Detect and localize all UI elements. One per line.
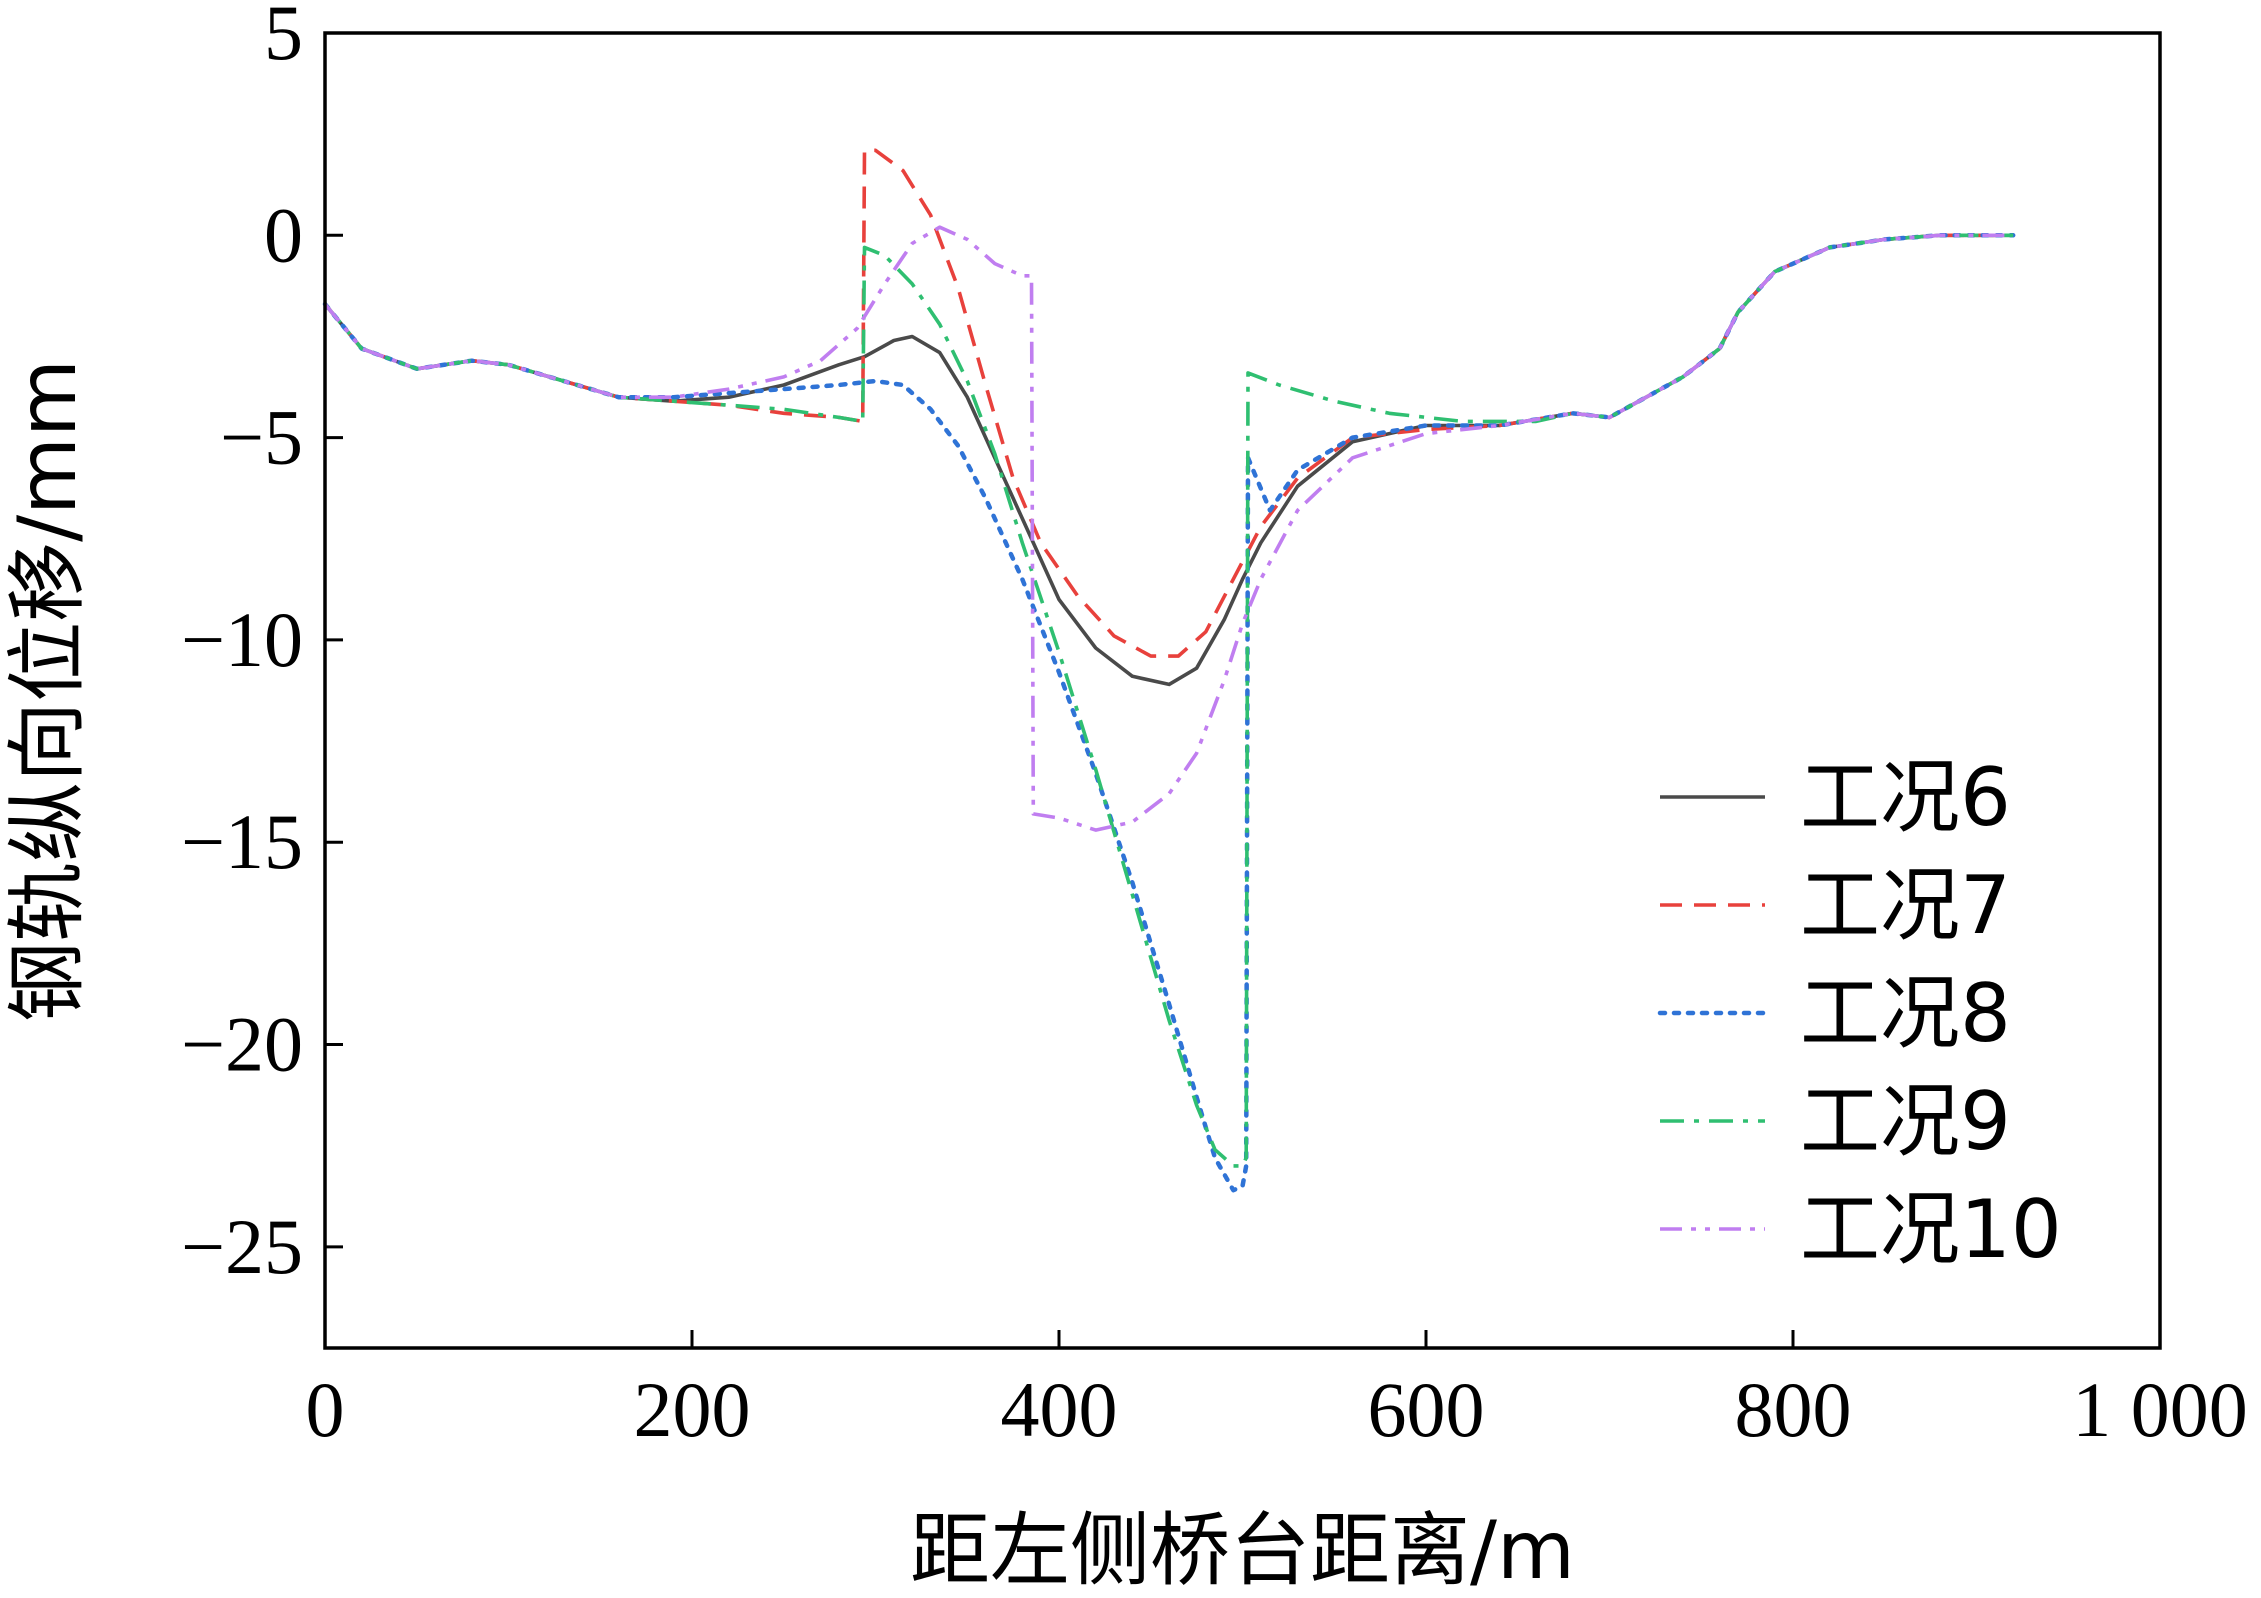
- legend-label-1: 工况6: [1800, 751, 2011, 844]
- series-line-5: [323, 225, 2014, 832]
- series-line-2: [323, 148, 2014, 658]
- y-tick-label: −20: [181, 1001, 303, 1088]
- legend-label-2: 工况7: [1800, 859, 2011, 952]
- x-tick-label: 400: [1001, 1366, 1118, 1453]
- x-tick-label: 600: [1368, 1366, 1485, 1453]
- legend-label-3: 工况8: [1800, 967, 2011, 1060]
- x-tick-label: 1 000: [2072, 1366, 2248, 1453]
- y-tick-label: −25: [181, 1203, 303, 1290]
- series-line-3: [322, 233, 2016, 1193]
- y-tick-label: 0: [264, 191, 303, 278]
- x-tick-label: 800: [1735, 1366, 1852, 1453]
- series-line-4: [323, 233, 2014, 1168]
- y-tick-label: 5: [264, 0, 303, 76]
- axis-tick-labels: 0 200 400 600 800 1 000 5 0 −5 −10 −15 −20 −25: [181, 0, 2248, 1453]
- x-tick-label: 200: [634, 1366, 751, 1453]
- legend-label-4: 工况9: [1800, 1075, 2011, 1168]
- y-tick-label: −5: [220, 394, 303, 481]
- legend: 工况6 工况7 工况8 工况9 工况10: [1657, 751, 2062, 1276]
- x-axis-title: 距左侧桥台距离/m: [910, 1504, 1575, 1597]
- y-axis-title: 钢轨纵向位移/mm: [1, 359, 94, 1022]
- x-tick-label: 0: [306, 1366, 345, 1453]
- y-tick-label: −10: [181, 596, 303, 683]
- legend-label-5: 工况10: [1800, 1183, 2062, 1276]
- plot-frame: [323, 31, 2162, 1350]
- y-tick-label: −15: [181, 798, 303, 885]
- series-lines: [322, 148, 2016, 1193]
